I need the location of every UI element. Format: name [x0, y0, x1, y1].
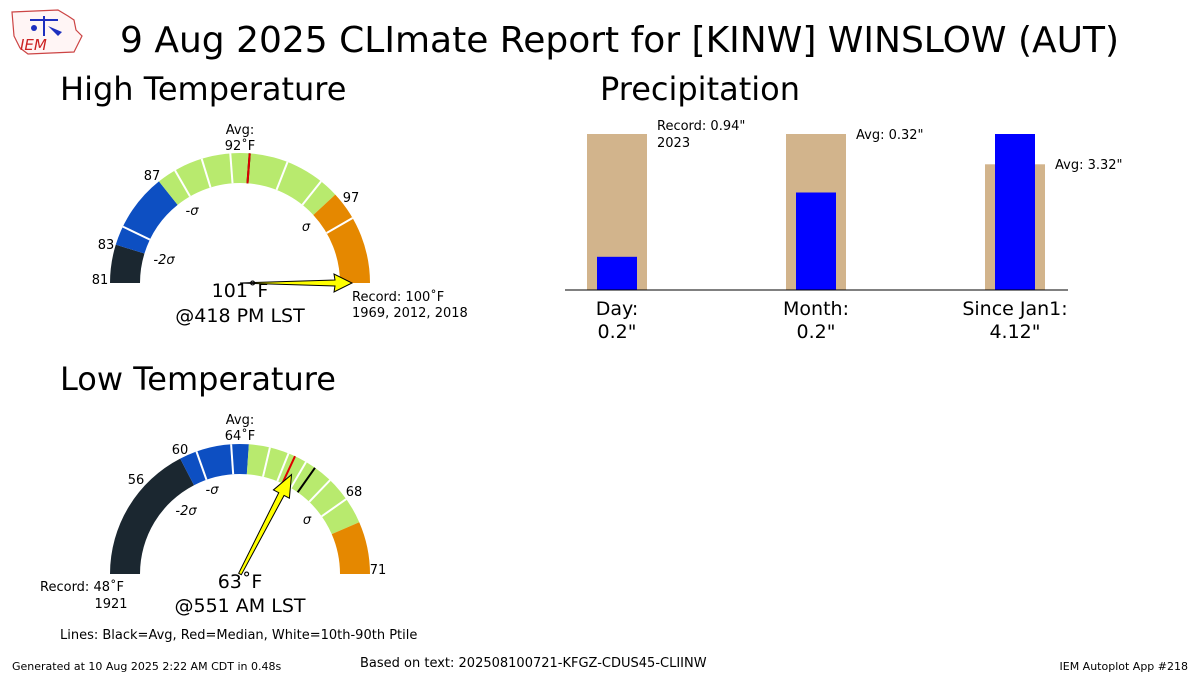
low-sigma-minus1: -σ: [206, 483, 220, 498]
high-sigma-plus1: σ: [302, 220, 311, 235]
low-percentile-line-1: [230, 444, 235, 475]
low-percentile-line-6: [321, 498, 347, 518]
high-percentile-line-3: [229, 153, 234, 184]
high-gauge-segment-orange: [313, 194, 370, 283]
precip-record-year: 2023: [657, 136, 690, 151]
low-tick-71: 71: [370, 563, 387, 578]
high-percentile-line-1: [174, 169, 191, 197]
high-sigma-minus1: -σ: [186, 204, 200, 219]
low-observed-value: 63˚F: [218, 571, 263, 593]
low-tick-56: 56: [128, 473, 145, 488]
low-percentile-line-2: [262, 447, 271, 477]
low-avg-line: [296, 467, 316, 493]
low-avg-value: 64˚F: [225, 428, 256, 444]
high-gauge-segment-blue: [115, 181, 178, 254]
low-gauge-lines: [195, 444, 347, 518]
high-percentile-line-6: [326, 217, 354, 234]
low-avg-label: Avg:: [226, 413, 254, 428]
low-median-line: [281, 455, 296, 484]
high-observed-value: 101˚F: [212, 280, 269, 302]
precipitation-title: Precipitation: [600, 70, 801, 108]
low-sigma-plus1: σ: [303, 513, 312, 528]
precip-year-label: Since Jan1:: [962, 298, 1067, 320]
low-record-years: 1921: [94, 597, 127, 612]
precip-observed-bar-1: [796, 192, 836, 290]
low-gauge-segment-green: [246, 444, 360, 535]
low-gauge-segment-dark: [110, 458, 194, 574]
high-tick-97: 97: [343, 191, 360, 206]
high-avg-label: Avg:: [226, 123, 254, 138]
high-percentile-line-5: [301, 180, 322, 206]
low-percentile-line-5: [308, 479, 331, 503]
low-tick-68: 68: [346, 485, 363, 500]
precip-observed-bar-0: [597, 256, 637, 290]
high-sigma-minus2: -2σ: [153, 253, 175, 268]
generated-timestamp: Generated at 10 Aug 2025 2:22 AM CDT in …: [12, 660, 282, 673]
precip-record-annotation: Record: 0.94": [657, 119, 745, 134]
autoplot-app-id: IEM Autoplot App #218: [1059, 660, 1189, 673]
low-observed-time: @551 AM LST: [175, 595, 306, 617]
precip-month-avg-annotation: Avg: 0.32": [856, 128, 924, 143]
precip-month-label: Month:: [783, 298, 849, 320]
high-gauge-segment-green: [158, 153, 336, 215]
high-tick-87: 87: [144, 169, 161, 184]
high-tick-83: 83: [98, 238, 115, 253]
precip-year-avg-annotation: Avg: 3.32": [1055, 158, 1123, 173]
high-percentile-line-4: [275, 161, 289, 191]
low-percentile-line-3: [276, 453, 290, 482]
iem-logo: IEM: [11, 9, 83, 55]
low-sigma-minus2: -2σ: [175, 504, 197, 519]
low-gauge-segment-orange: [331, 522, 370, 574]
low-observed-needle: [238, 473, 293, 576]
high-temperature-title: High Temperature: [60, 70, 347, 108]
high-percentile-line-0: [122, 225, 151, 241]
source-text-id: Based on text: 202508100721-KFGZ-CDUS45-…: [360, 656, 707, 671]
high-gauge-lines: [122, 153, 354, 241]
logo-text: IEM: [20, 36, 47, 54]
high-percentile-line-2: [200, 158, 212, 188]
low-percentile-line-0: [195, 451, 208, 481]
low-temperature-gauge: Avg: 64˚F 56 60 68 71 -2σ -σ σ 63˚F @551…: [40, 413, 387, 617]
precipitation-bars: [587, 134, 1045, 290]
low-record-text: Record: 48˚F: [40, 579, 124, 595]
precip-day-value: 0.2": [598, 321, 637, 343]
page-title: 9 Aug 2025 CLImate Report for [KINW] WIN…: [120, 20, 1119, 61]
precip-month-value: 0.2": [797, 321, 836, 343]
precip-observed-bar-2: [995, 134, 1035, 290]
precipitation-chart: Record: 0.94" 2023 Avg: 0.32" Avg: 3.32"…: [565, 119, 1123, 343]
lines-legend-note: Lines: Black=Avg, Red=Median, White=10th…: [60, 628, 418, 643]
high-tick-81: 81: [92, 273, 109, 288]
high-record-text: Record: 100˚F: [352, 289, 444, 305]
high-gauge-segments: [110, 153, 370, 283]
low-tick-60: 60: [172, 443, 189, 458]
precip-day-label: Day:: [596, 298, 639, 320]
low-temperature-title: Low Temperature: [60, 360, 336, 398]
high-gauge-segment-dark: [110, 244, 145, 283]
high-record-years: 1969, 2012, 2018: [352, 306, 468, 321]
low-gauge-segments: [110, 444, 370, 574]
high-observed-time: @418 PM LST: [175, 305, 305, 327]
low-percentile-line-4: [289, 461, 307, 489]
high-observed-needle: [239, 273, 354, 293]
high-median-line: [246, 153, 251, 184]
high-temperature-gauge: Avg: 92˚F 81 83 87 97 -2σ -σ σ 101˚F @41…: [92, 123, 468, 327]
high-avg-value: 92˚F: [225, 138, 256, 154]
precip-year-value: 4.12": [989, 321, 1040, 343]
